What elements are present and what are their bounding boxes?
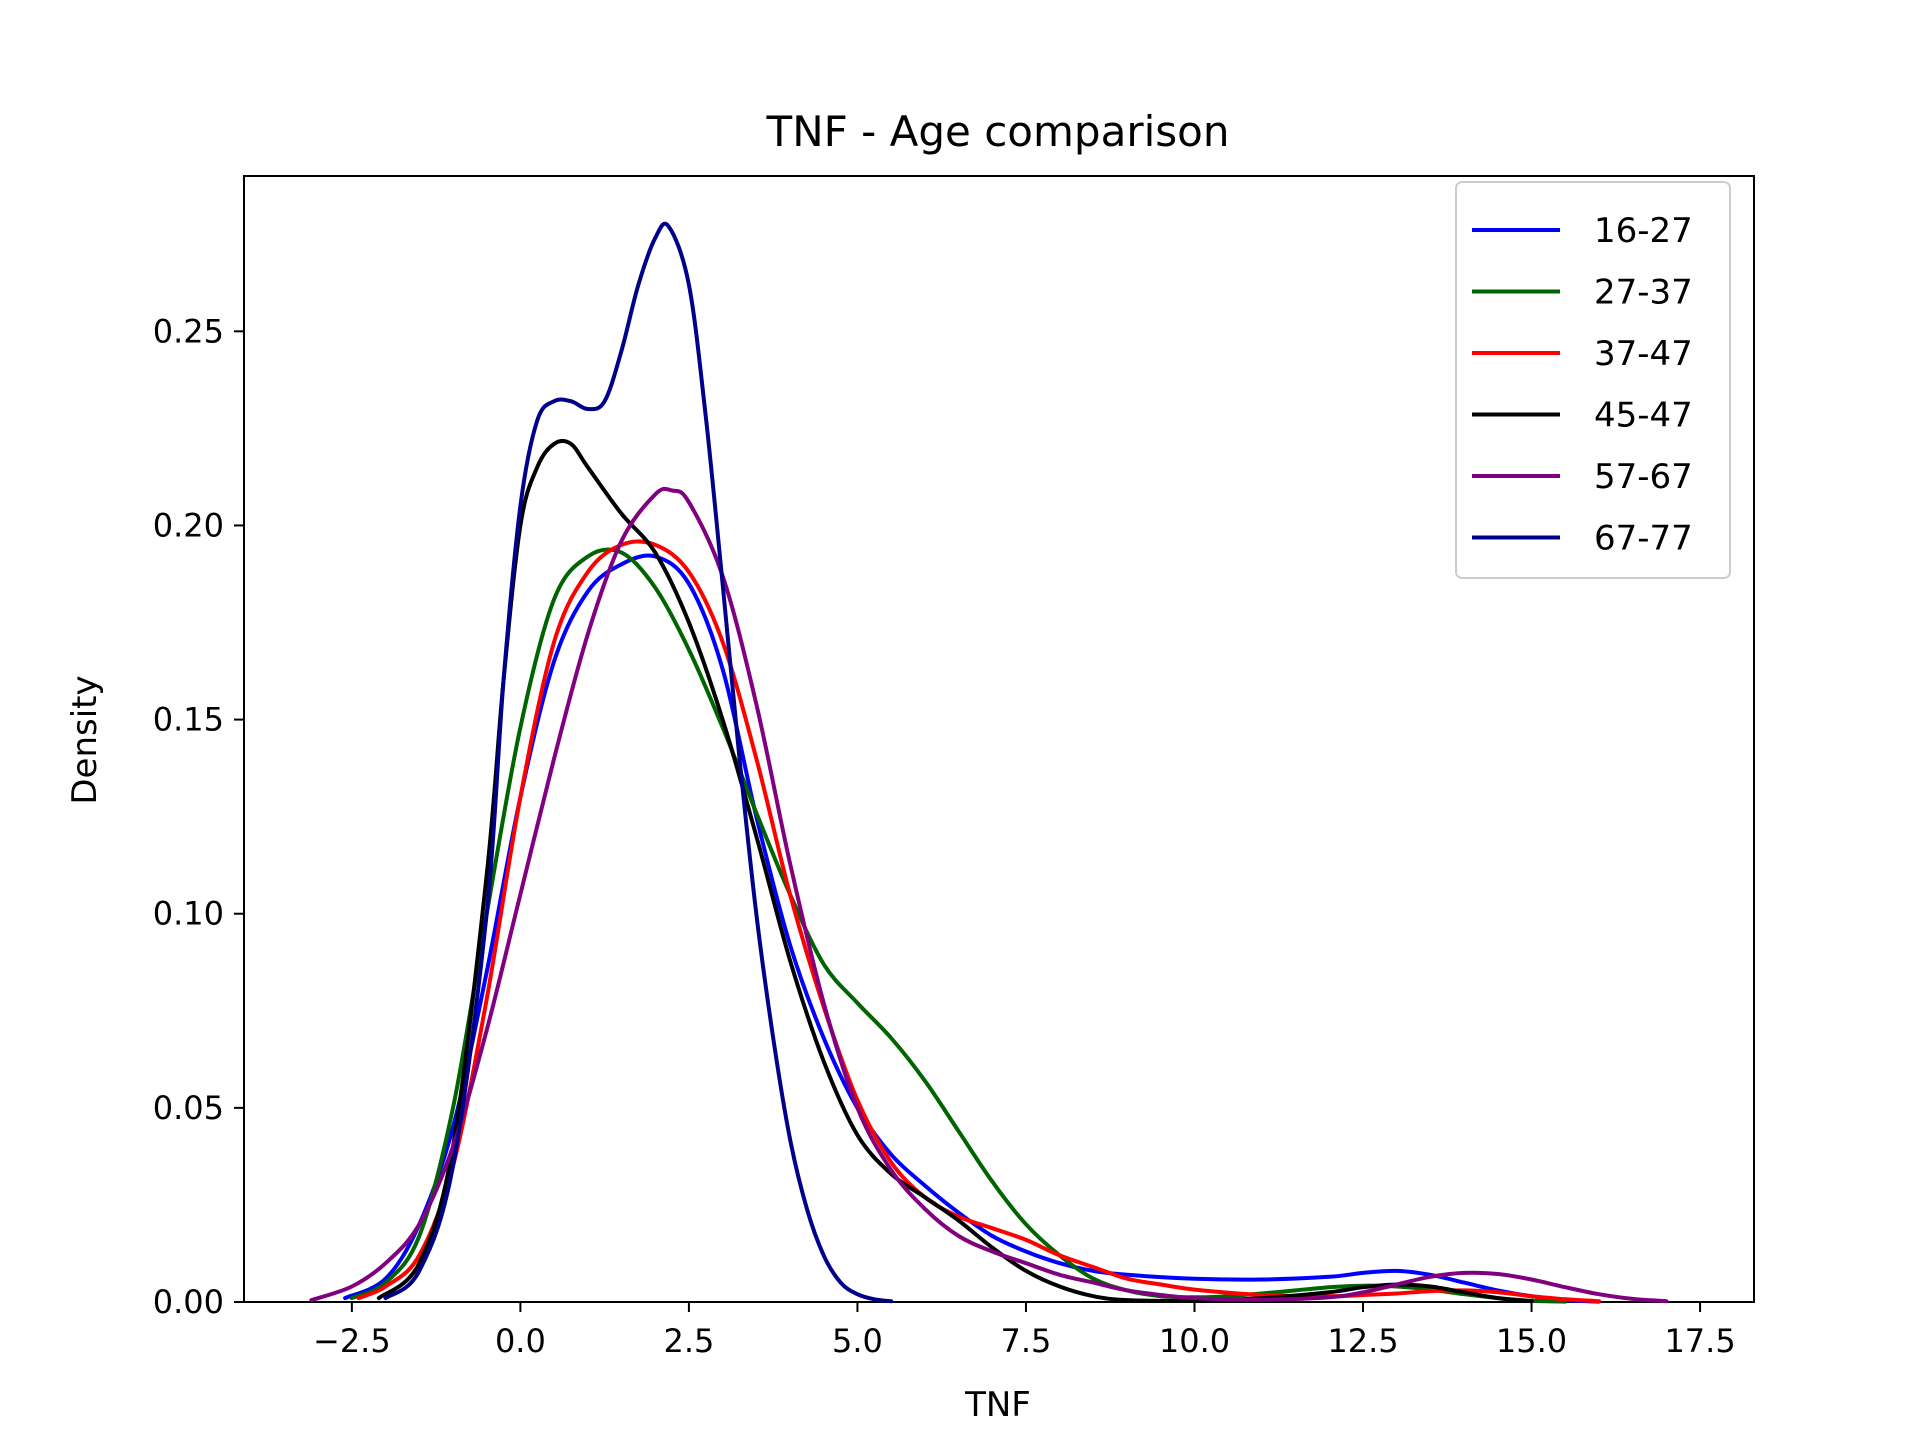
x-tick-label: 0.0 xyxy=(495,1322,546,1360)
x-tick-label: 2.5 xyxy=(663,1322,714,1360)
legend-label-45-47: 45-47 xyxy=(1594,396,1693,436)
y-tick-label: 0.10 xyxy=(153,895,224,933)
series-line-57-67 xyxy=(309,486,1669,1304)
legend-label-67-77: 67-77 xyxy=(1594,519,1693,559)
x-tick-label: 12.5 xyxy=(1327,1322,1398,1360)
legend-label-37-47: 37-47 xyxy=(1594,334,1693,374)
y-tick-label: 0.00 xyxy=(153,1283,224,1321)
series-line-27-37 xyxy=(349,547,1568,1304)
x-axis: −2.5 0.0 2.5 5.0 7.5 10.0 12.5 15.0 17.5 xyxy=(313,1302,1736,1360)
series-line-37-47 xyxy=(356,539,1601,1304)
y-axis-title: Density xyxy=(65,675,105,804)
legend-label-57-67: 57-67 xyxy=(1594,457,1693,497)
x-tick-label: −2.5 xyxy=(313,1322,391,1360)
y-tick-label: 0.05 xyxy=(153,1089,224,1127)
y-axis: 0.00 0.05 0.10 0.15 0.20 0.25 xyxy=(153,312,244,1321)
x-tick-label: 17.5 xyxy=(1664,1322,1735,1360)
legend: 16-27 27-37 37-47 45-47 57-67 67-77 xyxy=(1455,181,1731,579)
x-tick-label: 7.5 xyxy=(1001,1322,1052,1360)
x-axis-title: TNF xyxy=(964,1385,1031,1425)
legend-label-27-37: 27-37 xyxy=(1594,273,1693,313)
chart-title: TNF - Age comparison xyxy=(766,107,1230,156)
legend-items: 16-27 27-37 37-47 45-47 57-67 67-77 xyxy=(1472,211,1693,559)
x-tick-label: 15.0 xyxy=(1496,1322,1567,1360)
plot-frame xyxy=(243,175,1755,1303)
y-tick-label: 0.15 xyxy=(153,701,224,739)
y-tick-label: 0.25 xyxy=(153,312,224,350)
plot-area xyxy=(243,175,1755,1304)
y-tick-label: 0.20 xyxy=(153,506,224,544)
series-line-67-77 xyxy=(383,221,894,1304)
series-lines xyxy=(309,221,1669,1304)
x-tick-label: 5.0 xyxy=(832,1322,883,1360)
legend-label-16-27: 16-27 xyxy=(1594,211,1693,251)
legend-frame xyxy=(1455,181,1731,579)
series-line-45-47 xyxy=(376,438,1534,1304)
x-tick-label: 10.0 xyxy=(1159,1322,1230,1360)
